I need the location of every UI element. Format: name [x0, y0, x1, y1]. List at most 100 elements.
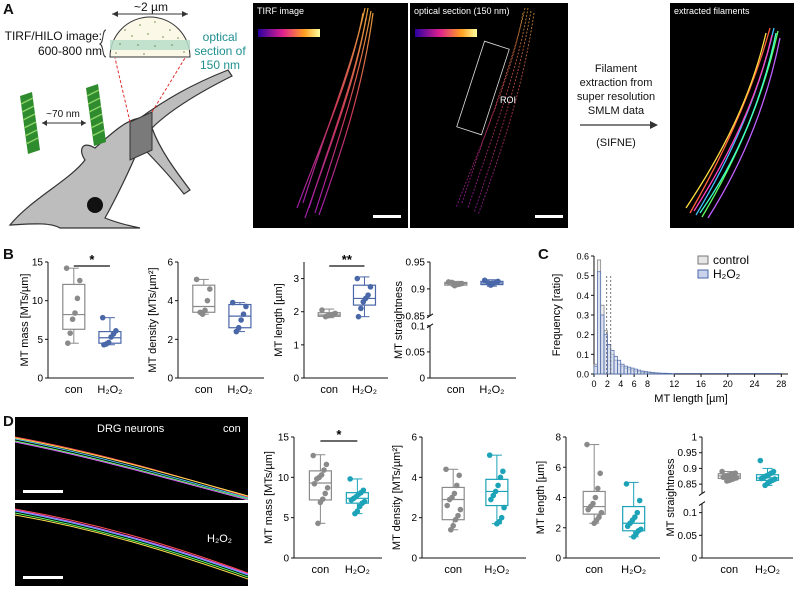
- data-point: [495, 482, 501, 489]
- data-point: [490, 492, 497, 499]
- data-point: [240, 311, 247, 317]
- box: [62, 283, 86, 330]
- y-axis-label: MT density [MTs/µm²]: [391, 445, 403, 550]
- data-point: [719, 468, 725, 475]
- x-tick-label: con: [312, 564, 330, 576]
- chart-b-mt-length: 0 1 2 3 MT length [µm] con H₂O₂ **: [273, 252, 388, 396]
- drg-con-filaments: [15, 436, 248, 500]
- tirf-image: TIRF image: [253, 3, 408, 228]
- nucleus: [87, 197, 103, 213]
- y-tick-label: 0: [555, 554, 561, 565]
- y-tick-label: 0.05: [406, 347, 426, 358]
- process-line1: Filament: [594, 63, 638, 75]
- axis-break-mark: [698, 501, 706, 506]
- histogram-bar: [653, 372, 658, 375]
- chart-d-mt-length: 0 2 4 6 8 MT length [µm] con H₂O₂: [535, 433, 660, 576]
- tirf-label-line1: TIRF/HILO image:: [4, 29, 102, 43]
- width-arrow-head-left: [112, 11, 118, 17]
- y-tick-label: 1: [691, 433, 697, 444]
- y-tick-label: 0.1: [683, 508, 697, 519]
- x-tick-label: H₂O₂: [479, 384, 504, 396]
- neuron-schematic-svg: [8, 11, 233, 229]
- panel-label-b: B: [3, 246, 14, 263]
- x-tick-label: 6: [632, 379, 637, 389]
- dome-dots: [115, 21, 185, 55]
- y-tick-label: 2: [167, 335, 173, 346]
- panel-label-c: C: [538, 246, 549, 263]
- data-point: [720, 474, 727, 481]
- data-point: [322, 313, 329, 320]
- optical-title: optical section (150 nm): [414, 6, 510, 16]
- data-point: [238, 317, 244, 323]
- data-point: [108, 334, 114, 340]
- x-tick-label: H₂O₂: [352, 384, 377, 396]
- optical-slab: [110, 40, 190, 50]
- x-tick-label: con: [65, 384, 83, 396]
- data-point: [322, 490, 328, 497]
- drg-title: DRG neurons: [97, 423, 165, 435]
- histogram-bar: [623, 365, 628, 375]
- data-point: [207, 286, 213, 292]
- y-tick-label: 6: [555, 463, 561, 474]
- data-point: [592, 494, 599, 501]
- x-tick-label: H₂O₂: [227, 384, 252, 396]
- data-point: [454, 482, 460, 489]
- panel-label-a: A: [3, 1, 14, 18]
- x-tick-label: 4: [618, 379, 623, 389]
- roi-box: [456, 40, 510, 136]
- y-tick-label: 2: [411, 513, 417, 524]
- x-tick-label: H₂O₂: [755, 564, 780, 576]
- x-tick-label: con: [720, 564, 738, 576]
- y-tick-label: 0.6: [576, 252, 589, 262]
- data-point: [585, 506, 591, 513]
- data-point: [450, 522, 456, 529]
- y-axis-label: MT length [µm]: [273, 283, 285, 356]
- x-tick-label: 0: [591, 379, 596, 389]
- x-tick-label: 24: [750, 379, 760, 389]
- neuron-outline: [8, 69, 233, 229]
- drg-con-svg: [15, 436, 248, 500]
- data-point: [63, 265, 70, 271]
- data-point: [348, 497, 355, 503]
- histogram-bar: [596, 271, 602, 375]
- histogram-bar: [637, 369, 642, 375]
- data-point: [358, 305, 364, 312]
- y-tick-label: 4: [411, 473, 417, 484]
- microtubule-left: [20, 92, 40, 154]
- data-point: [99, 314, 106, 321]
- extracted-filaments-image: extracted filaments: [670, 3, 794, 228]
- roi-label: ROI: [500, 95, 517, 105]
- data-point: [758, 475, 765, 482]
- x-tick-label: 12: [669, 379, 679, 389]
- data-point: [456, 472, 462, 479]
- x-tick-label: con: [585, 564, 603, 576]
- y-axis-label: MT mass [MTs/µm]: [263, 451, 275, 544]
- chart-d-mt-density: 0 2 4 6 MT density [MTs/µm²] con H₂O₂: [391, 433, 526, 576]
- width-label: ~2 µm: [134, 0, 168, 14]
- data-point: [347, 476, 353, 482]
- data-point: [448, 526, 454, 533]
- neuron-schematic: [0, 0, 250, 240]
- data-point: [500, 468, 506, 475]
- histogram-bar: [607, 344, 612, 375]
- histogram-bar: [593, 365, 598, 375]
- section-dome: [109, 16, 191, 58]
- x-tick-label: con: [447, 384, 465, 396]
- data-point: [193, 276, 200, 283]
- data-point: [494, 520, 500, 527]
- data-point: [323, 461, 330, 468]
- y-tick-label: 0.4: [576, 291, 589, 301]
- data-point: [724, 478, 730, 484]
- tirf-label-line2: 600-800 nm: [37, 44, 102, 58]
- drg-h2o2-label: H₂O₂: [207, 533, 233, 545]
- y-tick-label: 0: [691, 554, 697, 565]
- significance-label: *: [89, 252, 95, 267]
- lut-bar: [415, 29, 477, 37]
- y-tick-label: 10: [32, 296, 44, 307]
- section-plane: [129, 111, 153, 161]
- data-point: [310, 452, 316, 459]
- x-tick-label: 28: [776, 379, 786, 389]
- chart-d-mt-straightness: 0 0.05 0.1 0.85 0.9 0.95 1 MT straightness con H₂…: [665, 433, 793, 576]
- optical-line1: optical: [202, 30, 238, 44]
- x-axis-label: MT length [µm]: [654, 393, 727, 405]
